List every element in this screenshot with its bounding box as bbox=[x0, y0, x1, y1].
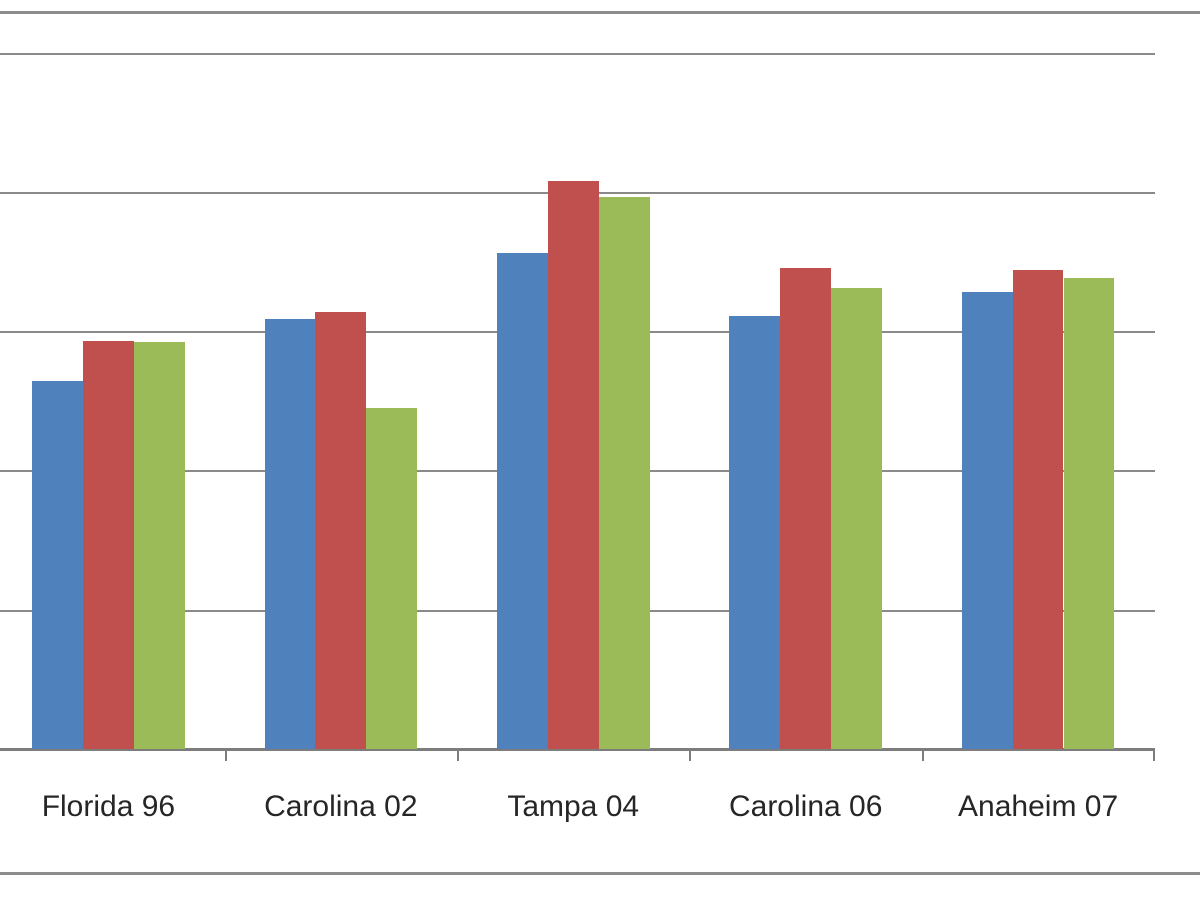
x-axis-tick bbox=[921, 749, 924, 761]
bar-tampa-04-red-series bbox=[547, 180, 599, 749]
bar-carolina-02-green-series bbox=[366, 407, 418, 749]
category-label-florida-96: Florida 96 bbox=[41, 790, 176, 823]
bar-carolina-06-green-series bbox=[831, 287, 882, 749]
bar-florida-96-blue-series bbox=[32, 381, 83, 749]
x-axis-tick bbox=[224, 749, 227, 761]
bar-carolina-06-blue-series bbox=[729, 315, 781, 749]
category-label-carolina-02: Carolina 02 bbox=[264, 790, 418, 823]
x-axis-line bbox=[0, 748, 1155, 751]
x-axis-tick bbox=[1153, 749, 1155, 761]
bar-tampa-04-green-series bbox=[598, 197, 650, 749]
category-label-anaheim-07: Anaheim 07 bbox=[958, 790, 1119, 823]
category-label-carolina-06: Carolina 06 bbox=[728, 790, 883, 823]
bar-carolina-02-blue-series bbox=[264, 318, 316, 749]
bar-anaheim-07-blue-series bbox=[961, 292, 1013, 749]
chart-bottom-border-line bbox=[0, 872, 1200, 875]
bar-carolina-06-red-series bbox=[780, 268, 832, 749]
x-axis-tick bbox=[457, 749, 459, 761]
bar-tampa-04-blue-series bbox=[496, 253, 548, 749]
chart-top-border-line bbox=[0, 11, 1200, 14]
bar-carolina-02-red-series bbox=[315, 311, 367, 749]
bar-florida-96-red-series bbox=[83, 340, 134, 749]
category-label-tampa-04: Tampa 04 bbox=[507, 790, 640, 823]
bar-anaheim-07-green-series bbox=[1063, 278, 1115, 749]
gridline bbox=[0, 52, 1155, 55]
x-axis-tick bbox=[689, 749, 692, 761]
bar-florida-96-green-series bbox=[133, 342, 185, 749]
bar-anaheim-07-red-series bbox=[1012, 269, 1064, 749]
